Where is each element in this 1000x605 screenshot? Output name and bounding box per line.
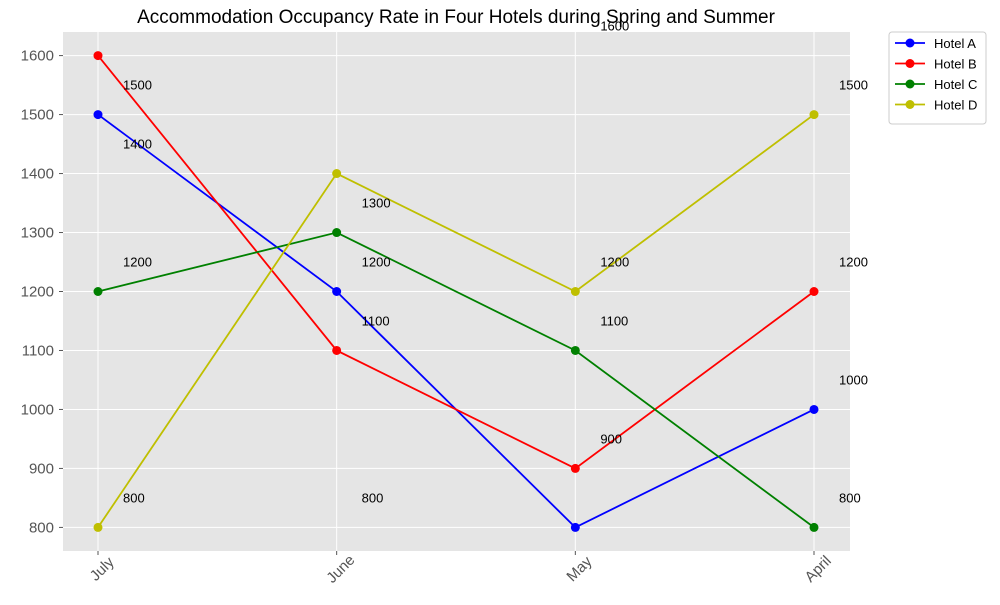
data-label-april-800: 800 xyxy=(839,490,861,505)
data-labels: 1500 1400 1200 800 1300 1200 1100 800 1600 1200 11… xyxy=(123,19,868,506)
x-tick-label-may: May xyxy=(563,553,595,585)
legend-marker-hotel-b xyxy=(905,59,915,68)
point-hotel-b-may xyxy=(570,463,580,473)
point-hotel-d-july xyxy=(93,522,103,532)
legend-label-hotel-d: Hotel D xyxy=(934,98,977,113)
y-tick-label-1500: 1500 xyxy=(21,107,54,124)
data-label-july-800: 800 xyxy=(123,490,145,505)
y-tick-label-1000: 1000 xyxy=(21,401,54,418)
point-hotel-b-june xyxy=(332,345,342,355)
legend-item-hotel-c: Hotel C xyxy=(895,77,977,92)
point-hotel-a-may xyxy=(570,522,580,532)
point-hotel-b-april xyxy=(809,287,819,296)
legend-box xyxy=(888,31,987,125)
legend-item-hotel-b: Hotel B xyxy=(895,57,977,72)
point-hotel-c-july xyxy=(93,287,103,296)
data-label-june-1300: 1300 xyxy=(362,196,391,211)
y-tick-label-1400: 1400 xyxy=(21,166,54,183)
y-tick-label-1600: 1600 xyxy=(21,48,54,65)
data-label-april-1500: 1500 xyxy=(839,78,868,93)
axes: 800 900 1000 1100 1200 1300 1400 1500 1600 July Ju… xyxy=(21,48,835,587)
data-label-june-800: 800 xyxy=(362,490,384,505)
series-hotel-c xyxy=(93,228,819,532)
point-hotel-d-may xyxy=(570,287,580,296)
x-tick-label-june: June xyxy=(323,552,358,587)
data-label-may-900: 900 xyxy=(600,431,622,446)
series-lines xyxy=(93,51,819,532)
y-tick-label-1300: 1300 xyxy=(21,225,54,242)
legend-item-hotel-d: Hotel D xyxy=(895,98,977,113)
data-label-april-1200: 1200 xyxy=(839,255,868,270)
data-label-june-1200: 1200 xyxy=(362,255,391,270)
y-tick-label-900: 900 xyxy=(29,460,54,477)
legend-label-hotel-b: Hotel B xyxy=(934,57,977,72)
y-tick-label-1200: 1200 xyxy=(21,284,54,301)
data-label-april-1000: 1000 xyxy=(839,372,868,387)
legend-marker-hotel-d xyxy=(905,100,915,109)
series-line-hotel-d xyxy=(97,113,815,528)
series-hotel-b xyxy=(93,51,819,473)
legend-label-hotel-c: Hotel C xyxy=(934,77,977,92)
series-hotel-d xyxy=(93,110,819,532)
legend-item-hotel-a: Hotel A xyxy=(895,36,976,51)
chart-title: Accommodation Occupancy Rate in Four Hot… xyxy=(137,7,776,28)
data-label-july-1200: 1200 xyxy=(123,255,152,270)
point-hotel-a-april xyxy=(809,404,819,414)
point-hotel-c-june xyxy=(332,228,342,238)
data-label-may-1100: 1100 xyxy=(600,313,628,328)
legend-marker-hotel-a xyxy=(905,38,915,48)
point-hotel-a-june xyxy=(332,287,342,296)
y-tick-label-800: 800 xyxy=(29,519,54,536)
point-hotel-c-may xyxy=(570,345,580,355)
data-label-june-1100: 1100 xyxy=(362,313,390,328)
x-tick-label-april: April xyxy=(802,553,835,586)
point-hotel-c-april xyxy=(809,522,819,532)
point-hotel-a-july xyxy=(93,110,103,120)
data-label-july-1400: 1400 xyxy=(123,137,152,152)
data-label-may-1600: 1600 xyxy=(600,19,629,34)
point-hotel-d-april xyxy=(809,110,819,120)
y-tick-label-1100: 1100 xyxy=(22,342,54,359)
series-line-hotel-c xyxy=(97,231,815,529)
data-label-july-1500: 1500 xyxy=(123,78,152,93)
point-hotel-d-june xyxy=(332,169,342,179)
legend-marker-hotel-c xyxy=(905,79,915,89)
series-line-hotel-b xyxy=(97,55,815,470)
data-label-may-1200: 1200 xyxy=(600,255,629,270)
legend-label-hotel-a: Hotel A xyxy=(934,36,976,51)
point-hotel-b-july xyxy=(93,51,103,61)
x-tick-label-july: July xyxy=(87,553,118,584)
legend: Hotel A Hotel B Hotel C Hotel D xyxy=(888,31,987,125)
